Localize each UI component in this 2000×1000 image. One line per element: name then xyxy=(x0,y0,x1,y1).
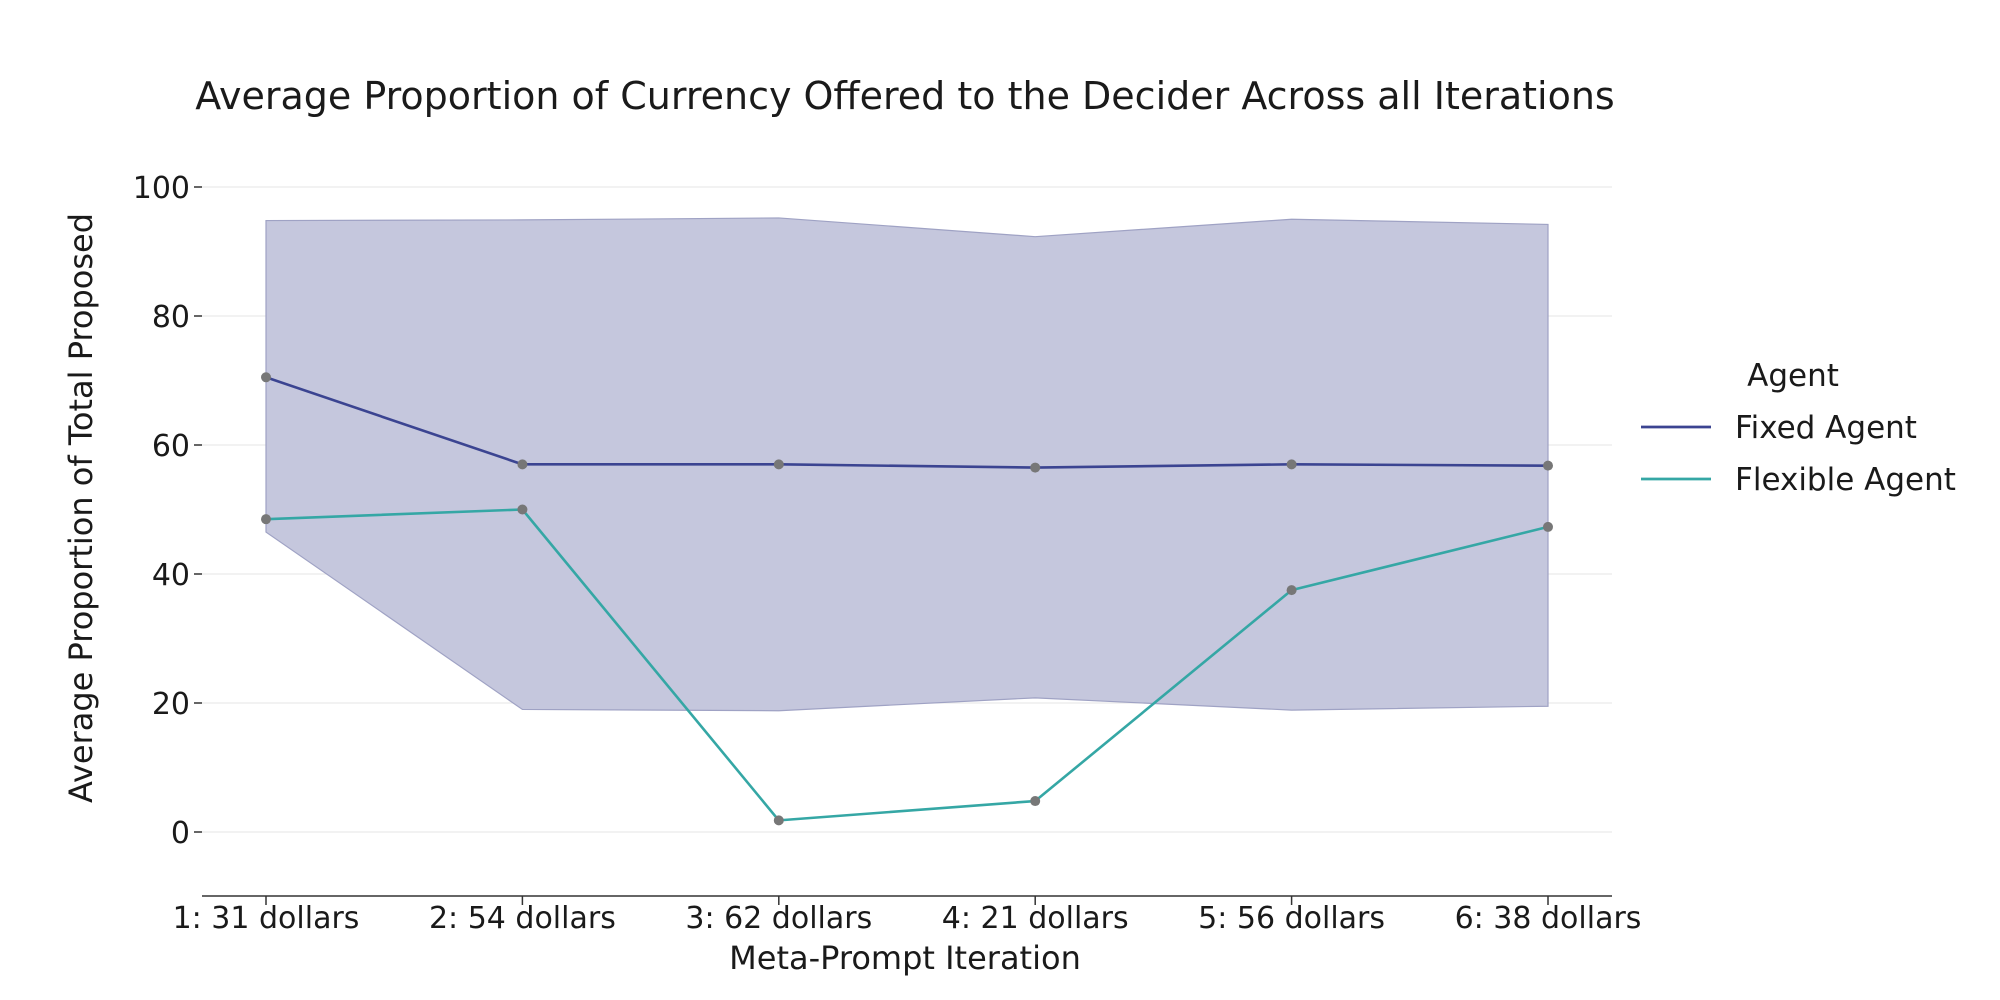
y-axis-label: Average Proportion of Total Proposed xyxy=(62,213,100,803)
data-points xyxy=(261,372,1553,826)
x-tick-label-5: 5: 56 dollars xyxy=(1198,901,1385,936)
x-tick-label-3: 3: 62 dollars xyxy=(685,901,872,936)
point-flexible-agent-3 xyxy=(773,815,784,826)
point-flexible-agent-2 xyxy=(517,504,528,515)
point-fixed-agent-5 xyxy=(1286,459,1297,470)
legend-label-fixed-agent: Fixed Agent xyxy=(1735,410,1917,446)
series-lines xyxy=(265,376,1549,822)
x-tick-label-2: 2: 54 dollars xyxy=(429,901,616,936)
point-fixed-agent-2 xyxy=(517,459,528,470)
point-fixed-agent-4 xyxy=(1030,462,1041,473)
y-tick-label-100: 100 xyxy=(133,171,190,206)
point-flexible-agent-1 xyxy=(261,514,271,525)
line-flexible-agent xyxy=(265,508,1549,822)
line-fixed-agent xyxy=(265,376,1549,469)
x-axis-label: Meta-Prompt Iteration xyxy=(729,939,1081,977)
y-tick-label-20: 20 xyxy=(152,687,190,722)
tick-labels: 0 20 40 60 80 100 1: 31 dollars 2: 54 dollars 3:… xyxy=(133,171,1642,936)
y-tick-label-40: 40 xyxy=(152,558,190,593)
axes xyxy=(194,186,1612,905)
y-tick-label-0: 0 xyxy=(171,816,190,851)
chart-title: Average Proportion of Currency Offered t… xyxy=(195,74,1614,118)
point-flexible-agent-4 xyxy=(1030,796,1041,807)
point-fixed-agent-6 xyxy=(1543,460,1553,471)
x-tick-label-1: 1: 31 dollars xyxy=(173,901,360,936)
point-fixed-agent-3 xyxy=(773,459,784,470)
x-tick-label-4: 4: 21 dollars xyxy=(942,901,1129,936)
legend-label-flexible-agent: Flexible Agent xyxy=(1735,462,1956,498)
x-tick-label-6: 6: 38 dollars xyxy=(1455,901,1642,936)
legend-title: Agent xyxy=(1747,358,1839,394)
y-tick-label-80: 80 xyxy=(152,300,190,335)
point-flexible-agent-5 xyxy=(1286,585,1297,596)
y-tick-label-60: 60 xyxy=(152,429,190,464)
point-fixed-agent-1 xyxy=(261,372,271,383)
point-flexible-agent-6 xyxy=(1543,521,1553,532)
legend: Agent Fixed Agent Flexible Agent xyxy=(1641,358,1956,498)
